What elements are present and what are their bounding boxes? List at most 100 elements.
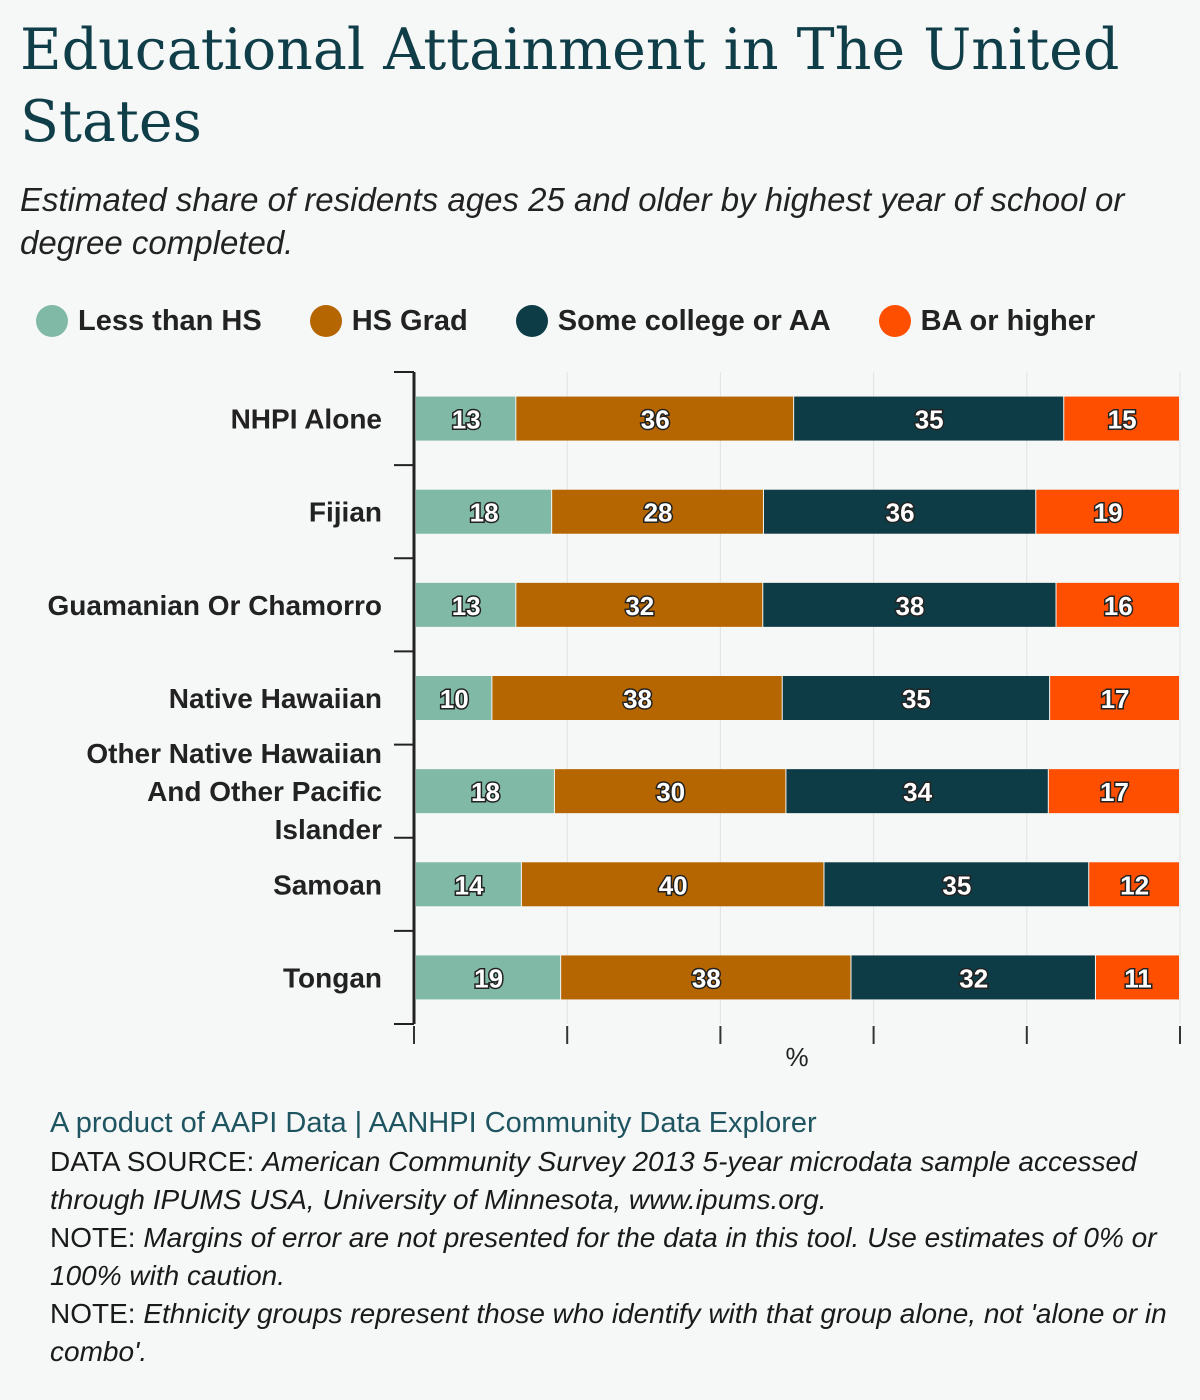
bar-value-label: 17 <box>1100 777 1129 807</box>
bar-value-label: 38 <box>692 963 721 993</box>
bar-segment <box>1050 676 1179 720</box>
legend-item-less-than-hs: Less than HS <box>36 305 262 338</box>
category-label-line: Islander <box>275 814 382 845</box>
bar-segment <box>561 955 851 1000</box>
footer-credit: A product of AAPI Data | AANHPI Communit… <box>50 1107 817 1139</box>
bar-segment <box>552 489 763 534</box>
bar-segment <box>416 396 516 441</box>
footer-note-margins-text: Margins of error are not presented for t… <box>50 1222 1157 1291</box>
footer-data-source-label: DATA SOURCE: <box>50 1146 263 1177</box>
bar-value-label: 10 <box>440 684 469 714</box>
bar-value-label: 19 <box>474 963 503 993</box>
category-label: Fijian <box>309 497 382 528</box>
bar-segment <box>782 676 1050 720</box>
bar-segment <box>763 582 1056 627</box>
footer-note-ethnicity: NOTE: Ethnicity groups represent those w… <box>50 1295 1170 1371</box>
legend-swatch-hs-grad <box>309 305 342 337</box>
category-label-line: Samoan <box>273 869 382 900</box>
category-label: Guamanian Or Chamorro <box>47 590 382 621</box>
chart-subtitle: Estimated share of residents ages 25 and… <box>20 181 1125 261</box>
category-label-line: Tongan <box>283 962 382 993</box>
bar-segment <box>416 489 552 534</box>
bar-value-label: 32 <box>625 591 654 621</box>
footer: A product of AAPI Data | AANHPI Communit… <box>50 1103 1170 1371</box>
category-label-line: Fijian <box>309 497 382 528</box>
stacked-bar-chart: % NHPI Alone Fijian Guamanian Or Chamorro Na… <box>47 371 1181 1072</box>
bar-segment <box>794 396 1064 441</box>
bar-value-label: 35 <box>915 405 944 435</box>
bar-segment <box>1036 489 1179 534</box>
bar-segment <box>492 676 782 720</box>
bar-segment <box>416 582 516 627</box>
category-label: Other Native Hawaiian And Other Pacific Is… <box>86 738 382 845</box>
x-axis-label: % <box>785 1042 808 1072</box>
footer-note-margins-label: NOTE: <box>50 1222 144 1253</box>
category-label: NHPI Alone <box>231 404 382 435</box>
legend-swatch-less-than-hs <box>36 305 68 337</box>
legend-item-hs-grad: HS Grad <box>309 304 468 338</box>
footer-note-ethnicity-text: Ethnicity groups represent those who ide… <box>50 1298 1167 1367</box>
bar-segment <box>786 769 1048 814</box>
bar-segment <box>1056 582 1179 627</box>
bar-segment <box>851 955 1095 1000</box>
category-label: Tongan <box>283 962 382 993</box>
bar-value-label: 19 <box>1094 498 1123 528</box>
bar-value-label: 18 <box>470 498 499 528</box>
bar-segment <box>416 955 561 1000</box>
footer-data-source: DATA SOURCE: American Community Survey 2… <box>50 1143 1170 1219</box>
bar-value-label: 11 <box>1124 963 1152 993</box>
legend-label-hs-grad: HS Grad <box>351 304 468 337</box>
bar-value-label: 34 <box>903 777 932 807</box>
footer-note-ethnicity-label: NOTE: <box>50 1298 144 1329</box>
bar-segment <box>1095 955 1179 1000</box>
bar-value-label: 16 <box>1104 591 1133 621</box>
legend-label-some-college: Some college or AA <box>557 304 831 337</box>
bar-value-label: 30 <box>656 777 685 807</box>
bar-segment <box>516 396 794 441</box>
bar-value-label: 28 <box>644 498 673 528</box>
bar-segment <box>1048 769 1179 814</box>
bar-segment <box>416 676 492 720</box>
bar-value-label: 35 <box>942 870 971 900</box>
legend-label-ba-or-higher: BA or higher <box>920 304 1096 337</box>
legend: Less than HS HS Grad Some college or AA … <box>36 298 1143 344</box>
bar-segment <box>763 489 1036 534</box>
category-label-line: Other Native Hawaiian <box>86 738 382 769</box>
category-label: Samoan <box>273 869 382 900</box>
bar-value-label: 38 <box>895 591 924 621</box>
bar-value-label: 36 <box>641 405 670 435</box>
bar-value-label: 13 <box>452 405 481 435</box>
legend-swatch-ba-or-higher <box>878 305 911 337</box>
category-label-line: And Other Pacific <box>147 776 382 807</box>
legend-item-ba-or-higher: BA or higher <box>878 304 1096 338</box>
legend-label-less-than-hs: Less than HS <box>78 304 262 337</box>
bar-segment <box>521 862 824 907</box>
bar-segment <box>416 862 521 907</box>
category-label-line: NHPI Alone <box>231 404 382 435</box>
footer-data-source-text: American Community Survey 2013 5-year mi… <box>50 1146 1137 1215</box>
bar-value-label: 38 <box>623 684 652 714</box>
bar-value-label: 32 <box>959 963 988 993</box>
bar-value-label: 40 <box>659 870 688 900</box>
legend-item-some-college: Some college or AA <box>515 304 831 338</box>
bar-value-label: 12 <box>1120 870 1149 900</box>
footer-note-margins: NOTE: Margins of error are not presented… <box>50 1219 1170 1295</box>
bar-segment <box>1064 396 1179 441</box>
category-label-line: Guamanian Or Chamorro <box>47 590 382 621</box>
legend-swatch-some-college <box>515 305 548 337</box>
bar-segment <box>824 862 1089 907</box>
bar-segment <box>516 582 763 627</box>
bar-value-label: 15 <box>1108 405 1137 435</box>
bar-value-label: 17 <box>1101 684 1130 714</box>
category-label-line: Native Hawaiian <box>169 683 382 714</box>
bar-segment <box>416 769 554 814</box>
bar-value-label: 36 <box>886 498 915 528</box>
category-label: Native Hawaiian <box>169 683 382 714</box>
chart-title: Educational Attainment in The United Sta… <box>20 17 1120 155</box>
bar-value-label: 18 <box>471 777 500 807</box>
bar-value-label: 13 <box>452 591 481 621</box>
bar-value-label: 14 <box>454 870 483 900</box>
bar-value-label: 35 <box>902 684 931 714</box>
bar-segment <box>554 769 786 814</box>
bar-segment <box>1089 862 1179 907</box>
